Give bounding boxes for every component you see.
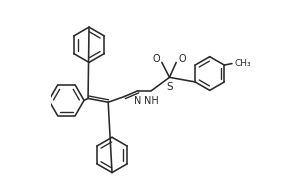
Text: S: S bbox=[166, 82, 173, 92]
Text: O: O bbox=[178, 54, 186, 64]
Text: NH: NH bbox=[144, 96, 159, 106]
Text: O: O bbox=[152, 54, 160, 64]
Text: N: N bbox=[134, 96, 142, 106]
Text: CH₃: CH₃ bbox=[235, 59, 251, 68]
